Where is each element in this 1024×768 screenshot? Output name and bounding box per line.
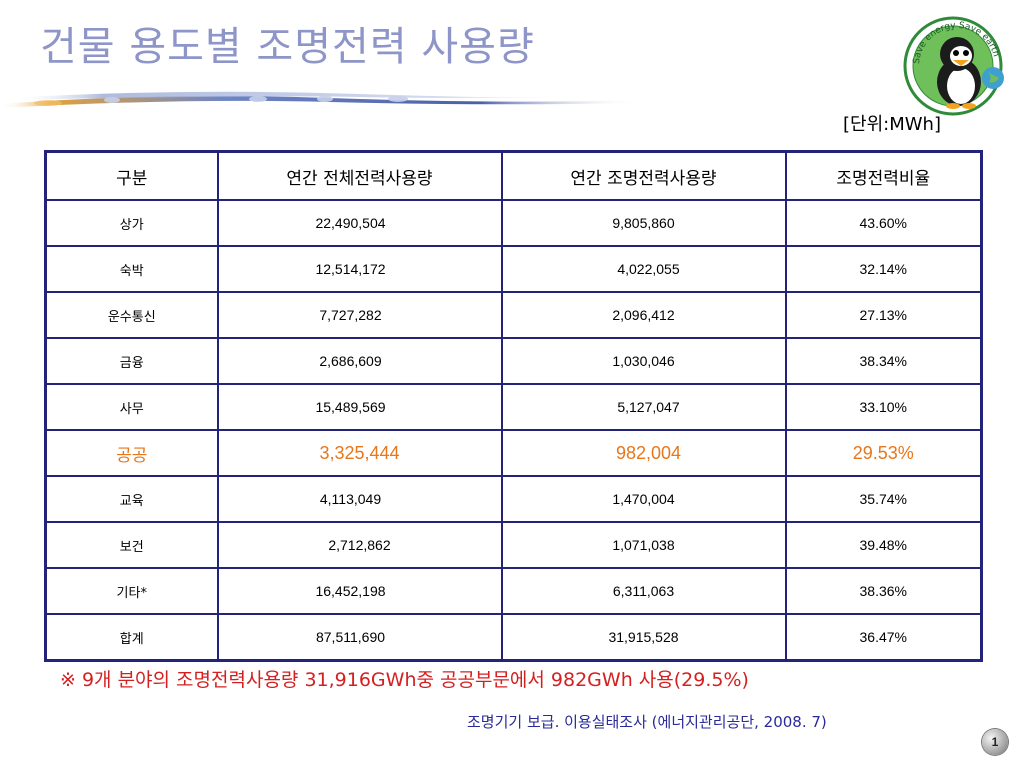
cell-total: 12,514,172 [216,245,503,293]
cell-lighting: 6,311,063 [500,567,787,615]
cell-lighting: 4,022,055 [500,245,787,293]
cell-lighting: 31,915,528 [500,613,787,662]
cell-total: 7,727,282 [216,291,503,339]
table-row-highlighted: 공공 3,325,444 982,004 29.53% [44,429,983,477]
summary-note: ※ 9개 분야의 조명전력사용량 31,916GWh중 공공부문에서 982GW… [60,669,749,691]
cell-category: 숙박 [44,245,219,293]
cell-ratio: 32.14% [784,245,983,293]
table-header-row: 구분 연간 전체전력사용량 연간 조명전력사용량 조명전력비율 [44,150,983,201]
cell-total: 3,325,444 [216,429,503,477]
slide-title: 건물 용도별 조명전력 사용량 [40,24,535,70]
cell-lighting: 1,030,046 [500,337,787,385]
cell-total: 15,489,569 [216,383,503,431]
table-row: 운수통신 7,727,282 2,096,412 27.13% [44,291,983,339]
page-number: 1 [991,735,999,749]
cell-category: 사무 [44,383,219,431]
cell-lighting: 1,470,004 [500,475,787,523]
cell-ratio: 33.10% [784,383,983,431]
save-energy-penguin-logo: Save energy Save earth [903,16,1004,116]
table-row: 교육 4,113,049 1,470,004 35.74% [44,475,983,523]
cell-category: 교육 [44,475,219,523]
cell-ratio: 38.34% [784,337,983,385]
table-row: 기타* 16,452,198 6,311,063 38.36% [44,567,983,615]
cell-lighting: 2,096,412 [500,291,787,339]
lighting-power-table: 구분 연간 전체전력사용량 연간 조명전력사용량 조명전력비율 상가 22,49… [44,150,983,662]
table-row: 보건 2,712,862 1,071,038 39.48% [44,521,983,569]
cell-ratio: 36.47% [784,613,983,662]
cell-lighting: 5,127,047 [500,383,787,431]
cell-ratio: 43.60% [784,199,983,247]
cell-total: 16,452,198 [216,567,503,615]
table-row: 사무 15,489,569 5,127,047 33.10% [44,383,983,431]
cell-category: 보건 [44,521,219,569]
cell-ratio: 39.48% [784,521,983,569]
header-total-usage: 연간 전체전력사용량 [216,150,503,201]
table-row: 숙박 12,514,172 4,022,055 32.14% [44,245,983,293]
cell-category: 운수통신 [44,291,219,339]
cell-total: 2,686,609 [216,337,503,385]
cell-ratio: 29.53% [784,429,983,477]
cell-category: 공공 [44,429,219,477]
table-row: 상가 22,490,504 9,805,860 43.60% [44,199,983,247]
cell-lighting: 1,071,038 [500,521,787,569]
cell-category: 금융 [44,337,219,385]
table-row: 금융 2,686,609 1,030,046 38.34% [44,337,983,385]
header-category: 구분 [44,150,219,201]
cell-ratio: 35.74% [784,475,983,523]
cell-category: 합계 [44,613,219,662]
cell-total: 2,712,862 [216,521,503,569]
header-lighting-usage: 연간 조명전력사용량 [500,150,787,201]
cell-ratio: 27.13% [784,291,983,339]
cell-lighting: 982,004 [500,429,787,477]
cell-category: 기타* [44,567,219,615]
title-underline-swoosh [0,91,640,108]
cell-category: 상가 [44,199,219,247]
cell-total: 4,113,049 [216,475,503,523]
cell-lighting: 9,805,860 [500,199,787,247]
source-citation: 조명기기 보급. 이용실태조사 (에너지관리공단, 2008. 7) [467,713,827,731]
header-lighting-ratio: 조명전력비율 [784,150,983,201]
cell-total: 87,511,690 [216,613,503,662]
unit-label: [단위:MWh] [843,114,941,135]
cell-total: 22,490,504 [216,199,503,247]
page-number-badge: 1 [982,729,1008,755]
cell-ratio: 38.36% [784,567,983,615]
table-row-total: 합계 87,511,690 31,915,528 36.47% [44,613,983,662]
